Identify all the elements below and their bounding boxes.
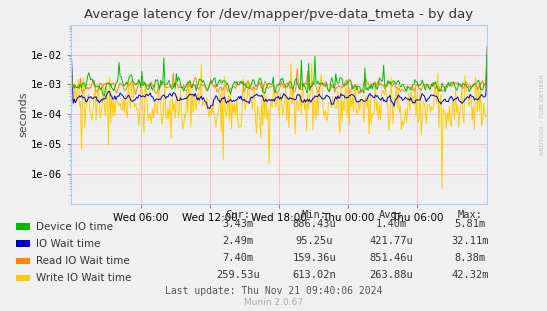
Text: Device IO time: Device IO time	[36, 222, 113, 232]
Text: 5.81m: 5.81m	[455, 219, 486, 229]
Text: 42.32m: 42.32m	[452, 270, 489, 280]
Text: 613.02n: 613.02n	[293, 270, 336, 280]
Text: Avg:: Avg:	[379, 210, 404, 220]
Text: 1.40m: 1.40m	[375, 219, 407, 229]
Text: 421.77u: 421.77u	[369, 236, 413, 246]
Text: 259.53u: 259.53u	[216, 270, 260, 280]
Text: IO Wait time: IO Wait time	[36, 239, 100, 249]
Text: RRDTOOL / TOBI OETIKER: RRDTOOL / TOBI OETIKER	[539, 75, 544, 156]
Text: 159.36u: 159.36u	[293, 253, 336, 263]
Title: Average latency for /dev/mapper/pve-data_tmeta - by day: Average latency for /dev/mapper/pve-data…	[84, 8, 474, 21]
Text: 2.49m: 2.49m	[222, 236, 254, 246]
Text: Read IO Wait time: Read IO Wait time	[36, 256, 129, 266]
Text: Write IO Wait time: Write IO Wait time	[36, 273, 131, 283]
Y-axis label: seconds: seconds	[18, 91, 28, 137]
Text: 886.43u: 886.43u	[293, 219, 336, 229]
Text: 851.46u: 851.46u	[369, 253, 413, 263]
Text: 263.88u: 263.88u	[369, 270, 413, 280]
Text: 32.11m: 32.11m	[452, 236, 489, 246]
Text: 7.40m: 7.40m	[222, 253, 254, 263]
Text: Cur:: Cur:	[225, 210, 251, 220]
Text: 3.43m: 3.43m	[222, 219, 254, 229]
Text: 8.38m: 8.38m	[455, 253, 486, 263]
Text: Max:: Max:	[458, 210, 483, 220]
Text: Munin 2.0.67: Munin 2.0.67	[244, 298, 303, 307]
Text: Last update: Thu Nov 21 09:40:06 2024: Last update: Thu Nov 21 09:40:06 2024	[165, 286, 382, 296]
Text: Min:: Min:	[302, 210, 327, 220]
Text: 95.25u: 95.25u	[296, 236, 333, 246]
